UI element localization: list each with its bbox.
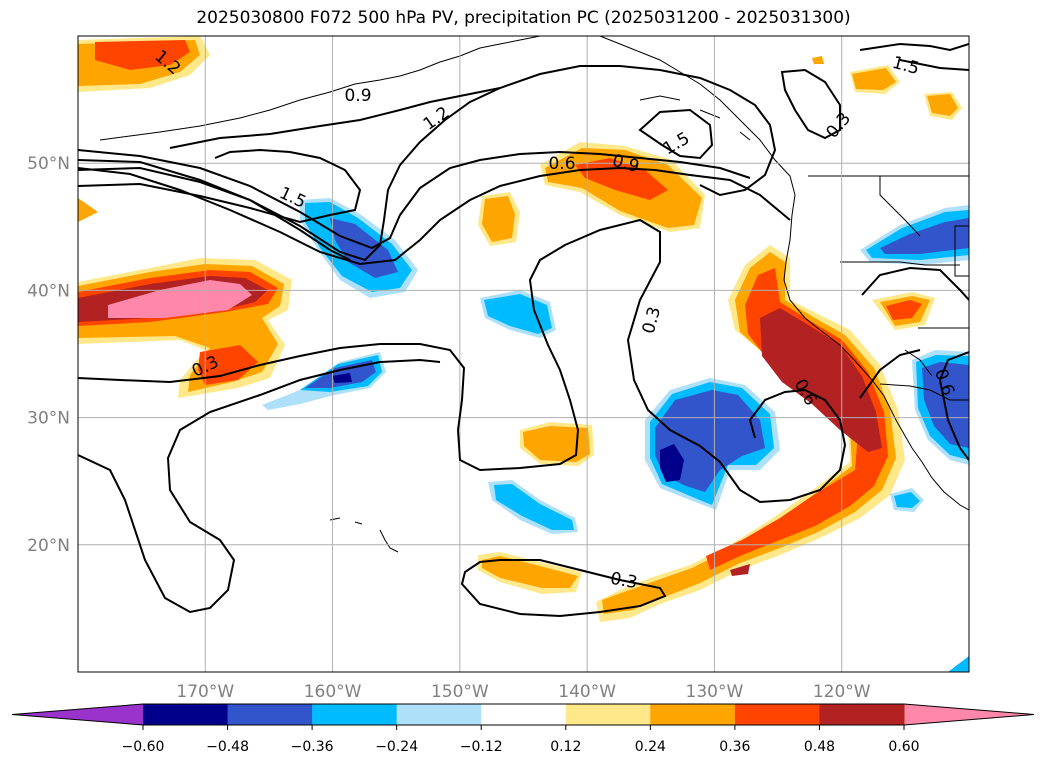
colorbar-tick-label: −0.36 — [291, 739, 334, 755]
colorbar-swatch — [396, 704, 482, 725]
colorbar-tick-label: 0.36 — [719, 739, 750, 755]
colorbar-tick-label: −0.48 — [206, 739, 249, 755]
colorbar-swatch — [819, 704, 905, 725]
colorbar-extend-high — [904, 704, 1034, 725]
latitude-tick-label: 20°N — [27, 536, 70, 556]
longitude-labels: 170°W 160°W 150°W 140°W 130°W 120°W — [176, 682, 870, 702]
longitude-tick-label: 160°W — [304, 682, 362, 702]
pv-contours — [78, 42, 969, 618]
colorbar-swatch — [565, 704, 651, 725]
longitude-tick-label: 140°W — [558, 682, 616, 702]
colorbar-swatch — [143, 704, 229, 725]
pv-contour-label: 0.9 — [344, 86, 371, 106]
pv-contour-label: 0.6 — [548, 154, 575, 174]
latitude-tick-label: 40°N — [27, 281, 70, 301]
colorbar-tick-label: 0.24 — [635, 739, 666, 755]
graticule — [78, 36, 969, 672]
svg-text:0.6: 0.6 — [548, 154, 575, 174]
colorbar-tick-label: −0.12 — [460, 739, 503, 755]
colorbar-swatch — [227, 704, 313, 725]
colorbar: −0.60 −0.48 −0.36 −0.24 −0.12 0.12 0.24 0.36 0.4… — [11, 703, 1035, 755]
colorbar-swatch — [734, 704, 820, 725]
latitude-tick-label: 50°N — [27, 154, 70, 174]
coastlines — [99, 36, 969, 553]
svg-text:0.9: 0.9 — [344, 86, 371, 106]
longitude-tick-label: 150°W — [431, 682, 489, 702]
positive-precip-anomaly — [78, 36, 962, 622]
map-frame — [77, 35, 970, 673]
map-title: 2025030800 F072 500 hPa PV, precipitatio… — [196, 8, 851, 28]
longitude-tick-label: 130°W — [686, 682, 744, 702]
colorbar-extend-low — [12, 704, 143, 725]
colorbar-swatch — [481, 704, 567, 725]
colorbar-tick-label: −0.24 — [375, 739, 418, 755]
colorbar-tick-label: 0.12 — [550, 739, 581, 755]
colorbar-tick-label: 0.60 — [888, 739, 919, 755]
pv-contour-label: 0.3 — [609, 569, 639, 593]
colorbar-swatch — [650, 704, 736, 725]
colorbar-tick-label: −0.60 — [122, 739, 165, 755]
longitude-tick-label: 170°W — [176, 682, 234, 702]
map-plot-area: 1.20.91.21.50.6 0.91.50.30.61.50.30.3 0.60… — [78, 36, 969, 672]
colorbar-tick-label: 0.48 — [804, 739, 835, 755]
latitude-tick-label: 30°N — [27, 409, 70, 429]
negative-precip-anomaly — [262, 198, 969, 672]
svg-text:0.3: 0.3 — [609, 569, 639, 593]
colorbar-swatch — [312, 704, 398, 725]
latitude-labels: 20°N 30°N 40°N 50°N — [27, 154, 70, 556]
longitude-tick-label: 120°W — [813, 682, 871, 702]
